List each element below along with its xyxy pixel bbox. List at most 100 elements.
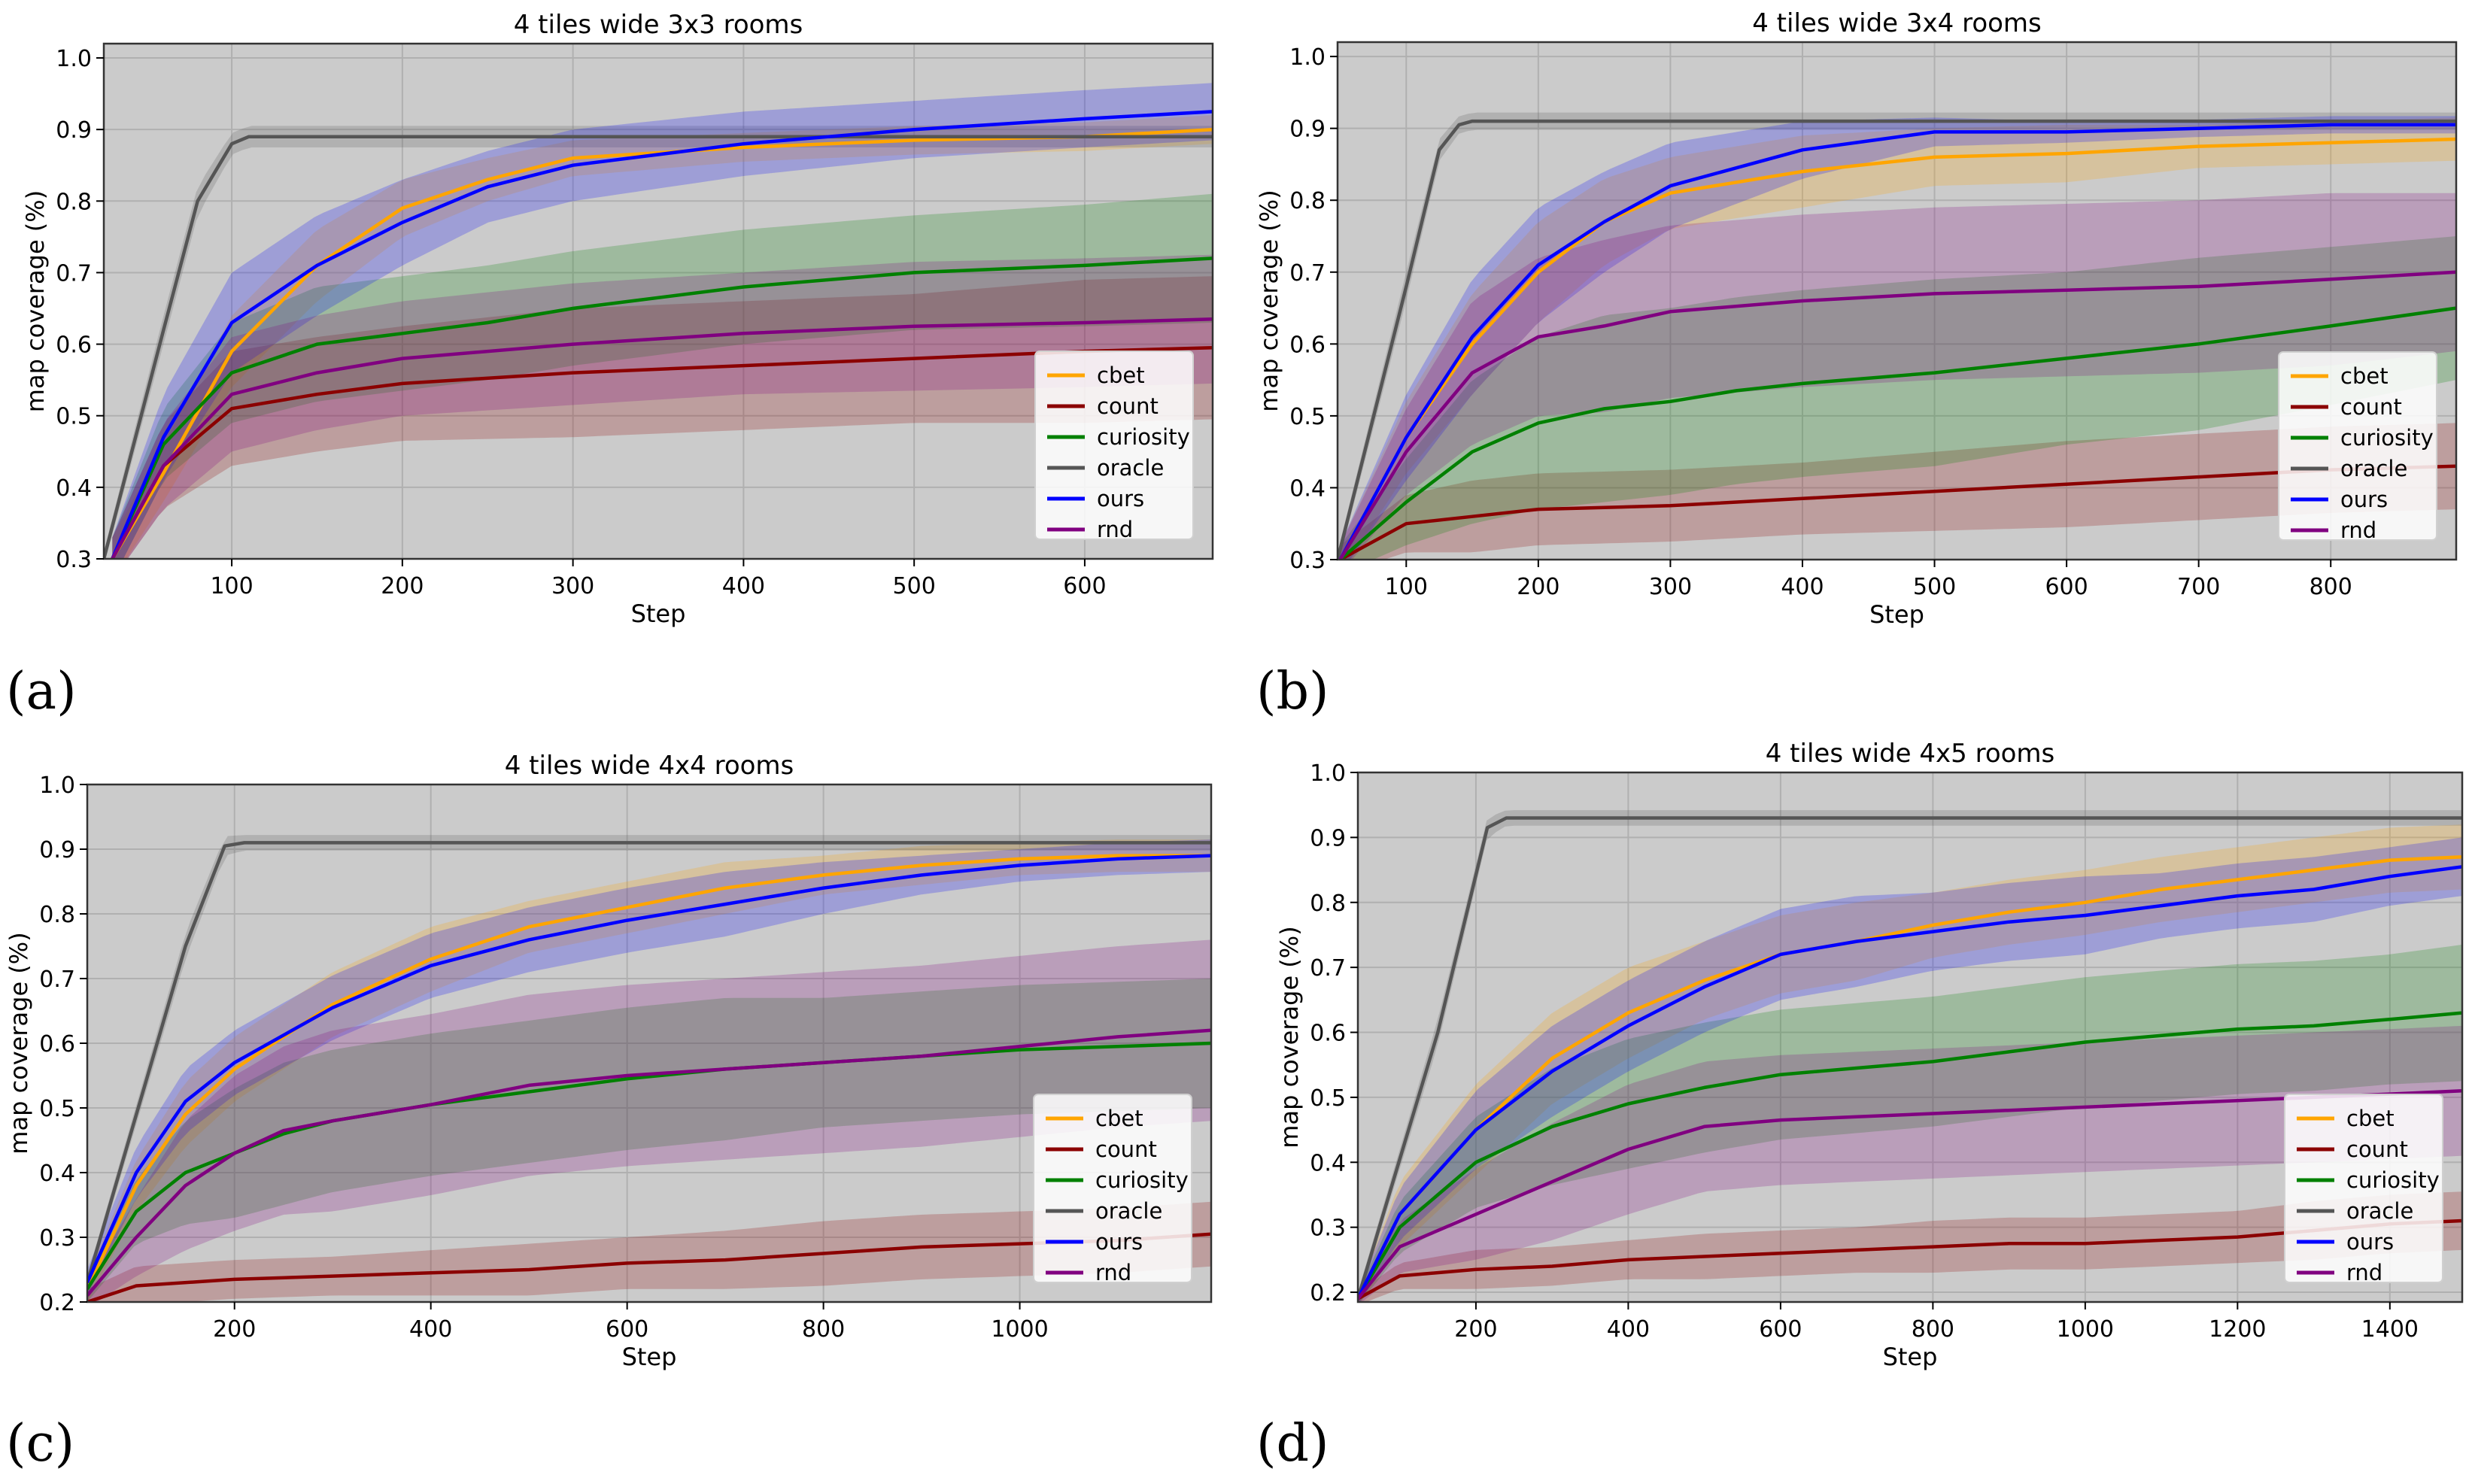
- y-tick-label: 0.8: [1289, 188, 1326, 214]
- line-curiosity: [1358, 1011, 2462, 1300]
- legend-label-curiosity: curiosity: [1095, 1167, 1189, 1193]
- x-tick-label: 1400: [2361, 1316, 2419, 1343]
- y-tick-label: 1.0: [39, 772, 75, 799]
- band-count: [1340, 423, 2456, 560]
- line-curiosity: [1339, 306, 2456, 560]
- legend-label-curiosity: curiosity: [2340, 425, 2434, 451]
- legend-label-count: count: [1095, 1137, 1157, 1162]
- line-oracle: [87, 841, 1211, 1283]
- x-tick-label: 1200: [2209, 1316, 2266, 1343]
- legend-label-curiosity: curiosity: [2346, 1167, 2440, 1193]
- panel-letter-d: (d): [1256, 1414, 1329, 1473]
- legend-label-rnd: rnd: [1097, 517, 1133, 542]
- panel-letter-c: (c): [6, 1414, 75, 1473]
- x-tick-label: 600: [606, 1316, 648, 1343]
- y-tick-label: 1.0: [1289, 44, 1326, 71]
- legend-label-count: count: [1097, 393, 1159, 419]
- x-tick-label: 500: [1913, 574, 1956, 600]
- y-tick-label: 0.7: [39, 967, 75, 993]
- chart-title: 4 tiles wide 3x4 rooms: [1752, 8, 2042, 38]
- y-tick-label: 0.5: [1310, 1085, 1346, 1112]
- band-ours: [1340, 116, 2456, 560]
- legend-box: [1034, 351, 1194, 540]
- x-tick-label: 600: [2045, 574, 2088, 600]
- band-rnd: [112, 254, 1213, 559]
- x-tick-label: 200: [1517, 574, 1559, 600]
- chart-title: 4 tiles wide 4x5 rooms: [1766, 739, 2055, 769]
- y-tick-label: 0.8: [1310, 891, 1346, 917]
- legend-label-ours: ours: [2346, 1229, 2394, 1255]
- line-ours: [87, 854, 1211, 1284]
- line-oracle: [1338, 119, 2456, 560]
- line-cbet: [87, 854, 1211, 1290]
- series-group: [104, 83, 1213, 559]
- x-tick-label: 700: [2177, 574, 2220, 600]
- y-tick-label: 0.6: [39, 1031, 75, 1058]
- x-tick-label: 800: [2310, 574, 2352, 600]
- chart-title: 4 tiles wide 4x4 rooms: [505, 751, 794, 781]
- legend: cbet count curiosity oracle ours rnd: [2278, 351, 2437, 543]
- y-tick-label: 0.6: [1289, 332, 1326, 358]
- legend: cbet count curiosity oracle ours rnd: [1033, 1094, 1192, 1285]
- band-ours: [112, 83, 1213, 559]
- band-curiosity: [87, 979, 1211, 1302]
- band-curiosity: [112, 193, 1213, 559]
- y-tick-label: 0.4: [1310, 1150, 1346, 1176]
- band-rnd: [87, 939, 1211, 1302]
- legend-label-ours: ours: [1097, 486, 1144, 511]
- x-tick-label: 800: [1912, 1316, 1954, 1343]
- legend-label-cbet: cbet: [2346, 1106, 2395, 1131]
- y-tick-label: 0.8: [56, 189, 92, 215]
- y-tick-label: 0.7: [56, 260, 92, 287]
- chart-title: 4 tiles wide 3x3 rooms: [514, 10, 803, 40]
- y-tick-label: 1.0: [1310, 760, 1346, 787]
- line-oracle: [104, 135, 1213, 559]
- y-tick-label: 0.2: [1310, 1280, 1346, 1306]
- legend-label-oracle: oracle: [1095, 1198, 1162, 1224]
- panel-letter-b: (b): [1256, 662, 1329, 721]
- x-tick-label: 600: [1759, 1316, 1802, 1343]
- band-rnd: [1358, 1025, 2462, 1302]
- line-cbet: [1338, 137, 2456, 560]
- band-count: [112, 276, 1213, 559]
- line-ours: [111, 110, 1213, 559]
- y-tick-label: 0.6: [56, 332, 92, 359]
- x-tick-label: 200: [1454, 1316, 1497, 1343]
- line-ours: [1358, 865, 2462, 1300]
- legend-label-rnd: rnd: [1095, 1260, 1131, 1285]
- y-axis-label: map coverage (%): [1255, 190, 1283, 411]
- x-tick-label: 500: [893, 573, 936, 599]
- legend-label-rnd: rnd: [2340, 517, 2376, 543]
- x-tick-label: 200: [381, 573, 424, 599]
- legend: cbet count curiosity oracle ours rnd: [1034, 351, 1194, 542]
- y-tick-label: 0.4: [1289, 475, 1326, 502]
- y-tick-label: 0.3: [1289, 548, 1326, 574]
- legend-label-curiosity: curiosity: [1097, 424, 1190, 450]
- axes-frame: [102, 42, 1214, 560]
- legend-label-oracle: oracle: [1097, 455, 1164, 481]
- y-axis-label: map coverage (%): [21, 190, 50, 412]
- y-tick-label: 0.9: [39, 837, 75, 863]
- y-tick-label: 0.9: [1289, 117, 1326, 143]
- line-ours: [1338, 123, 2456, 560]
- legend-label-cbet: cbet: [2340, 363, 2388, 389]
- legend: cbet count curiosity oracle ours rnd: [2284, 1094, 2443, 1285]
- y-tick-label: 0.9: [1310, 825, 1346, 851]
- line-count: [1339, 464, 2456, 560]
- line-curiosity: [87, 1041, 1211, 1291]
- line-rnd: [1358, 1089, 2462, 1300]
- band-cbet: [112, 115, 1213, 559]
- line-oracle: [1358, 816, 2462, 1300]
- legend-label-oracle: oracle: [2346, 1198, 2413, 1224]
- legend-label-oracle: oracle: [2340, 456, 2407, 481]
- axes-frame: [1336, 41, 2458, 561]
- x-tick-label: 100: [210, 573, 253, 599]
- x-tick-label: 400: [1781, 574, 1824, 600]
- legend-label-rnd: rnd: [2346, 1260, 2382, 1285]
- y-tick-label: 1.0: [56, 46, 92, 72]
- y-tick-label: 0.5: [1289, 404, 1326, 430]
- x-tick-label: 100: [1385, 574, 1428, 600]
- axes-frame: [1356, 771, 2464, 1303]
- x-axis-label: Step: [631, 599, 686, 628]
- legend-box: [2278, 351, 2437, 541]
